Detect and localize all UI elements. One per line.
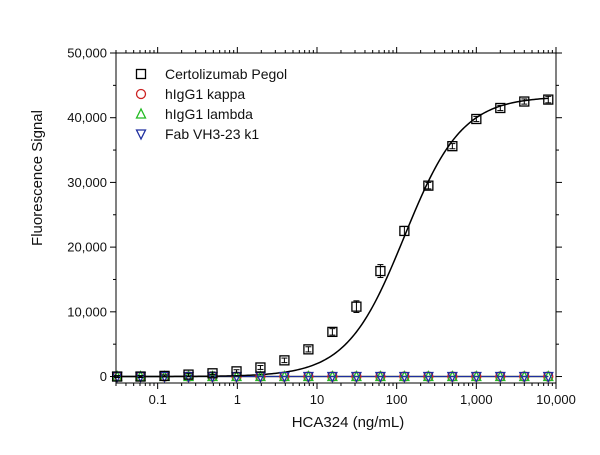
x-tick-label: 100 [386,392,408,407]
data-point-square [183,369,194,380]
data-point-triangle-down [422,371,434,383]
x-tick-label: 10,000 [536,392,576,407]
data-point-square [543,94,554,105]
data-point-square [351,301,362,312]
x-tick-label: 1,000 [460,392,493,407]
legend-label: Fab VH3-23 k1 [165,126,259,142]
data-point-square [207,368,218,379]
data-point-square [423,180,434,191]
legend-label: hIgG1 kappa [165,86,245,102]
plot-area [111,94,554,383]
data-point-square [375,265,386,277]
data-point-triangle-down [278,371,290,383]
data-point-square [327,326,338,338]
data-point-triangle-down [470,371,482,383]
y-tick-label: 40,000 [67,110,107,125]
y-tick-label: 20,000 [67,240,107,255]
data-point-square [159,370,170,382]
legend-marker-triangle-up [135,107,147,119]
data-point-square [255,362,266,373]
data-point-triangle-down [374,371,386,383]
data-point-triangle-down [518,371,530,383]
legend-marker-circle [135,88,147,100]
legend-label: hIgG1 lambda [165,106,253,122]
data-point-triangle-down [182,371,195,383]
data-point-triangle-down [326,371,338,383]
data-point-square [471,113,482,125]
x-tick-label: 10 [310,392,324,407]
data-point-square [279,355,290,366]
data-point-triangle-down [350,371,362,383]
data-point-square [447,141,458,152]
legend: Certolizumab Pegol hIgG1 kappa hIgG1 lambd… [135,66,287,142]
data-point-square [135,371,146,382]
data-point-triangle-down [302,371,314,383]
data-point-square [495,102,506,114]
data-point-triangle-down [446,371,458,383]
legend-label: Certolizumab Pegol [165,66,287,82]
data-point-square [399,225,410,237]
data-point-triangle-down [494,371,506,383]
data-point-square [519,96,530,107]
x-tick-label: 0.1 [149,392,167,407]
data-point-square [303,344,314,355]
y-axis-label: Fluorescence Signal [29,110,46,246]
y-tick-label: 50,000 [67,46,107,61]
data-point-square [231,366,242,377]
legend-marker-triangle-down [135,129,147,141]
plot-frame [115,52,557,384]
y-tick-label: 10,000 [67,304,107,319]
data-point-triangle-down [398,371,410,383]
y-tick-label: 30,000 [67,175,107,190]
x-tick-label: 1 [234,392,241,407]
legend-marker-square [135,68,147,80]
y-tick-label: 0 [100,369,107,384]
axes: 0.1 1 10 100 1,000 10,000 0 10,000 20,000 30,000 4… [67,46,576,408]
data-point-triangle-down [542,371,554,383]
x-axis-label: HCA324 (ng/mL) [292,414,405,431]
